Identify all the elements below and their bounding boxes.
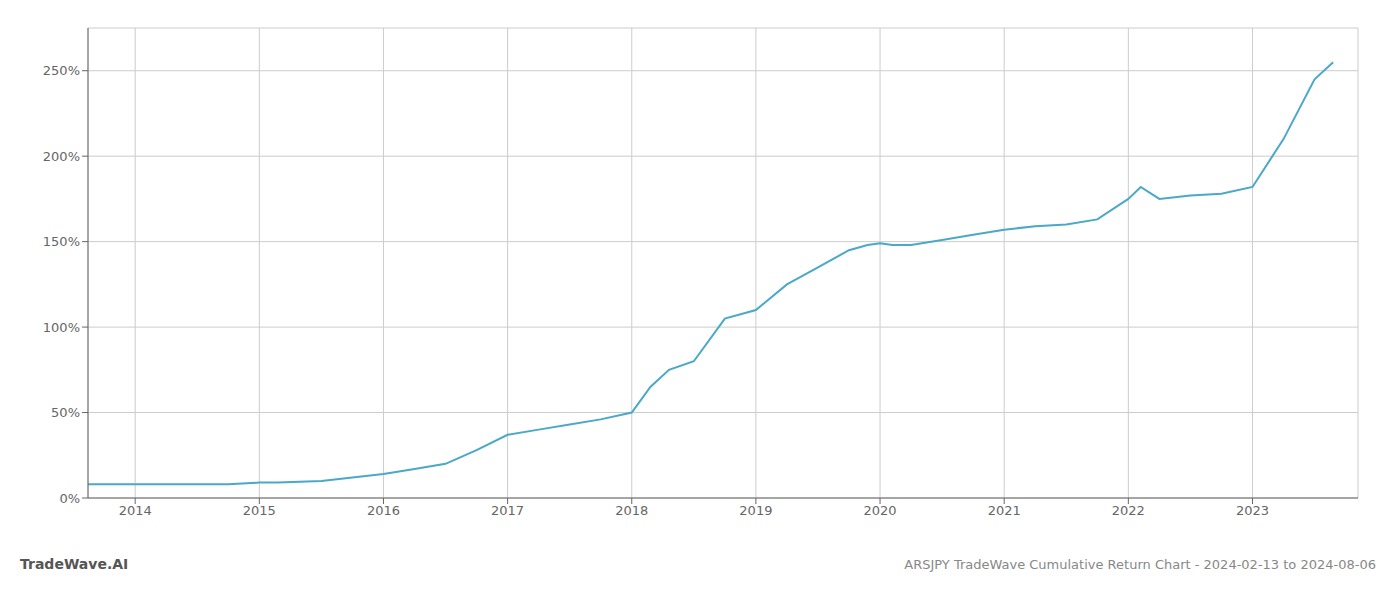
svg-text:2021: 2021 (988, 503, 1021, 518)
html-text:ARSJPY TradeWave Cumulative Re: ARSJPY TradeWave Cumulative Return Chart… (904, 557, 1376, 572)
svg-text:2015: 2015 (243, 503, 276, 518)
svg-text:2022: 2022 (1112, 503, 1145, 518)
svg-text:50%: 50% (51, 405, 80, 420)
svg-text:250%: 250% (43, 63, 80, 78)
svg-text:2017: 2017 (491, 503, 524, 518)
svg-text:2023: 2023 (1236, 503, 1269, 518)
svg-text:2014: 2014 (119, 503, 152, 518)
svg-text:200%: 200% (43, 149, 80, 164)
svg-text:100%: 100% (43, 320, 80, 335)
svg-text:2020: 2020 (863, 503, 896, 518)
svg-text:0%: 0% (59, 491, 80, 506)
svg-text:2018: 2018 (615, 503, 648, 518)
svg-text:2016: 2016 (367, 503, 400, 518)
svg-text:150%: 150% (43, 234, 80, 249)
svg-text:2019: 2019 (739, 503, 772, 518)
html-text:TradeWave.AI: TradeWave.AI (20, 556, 129, 572)
